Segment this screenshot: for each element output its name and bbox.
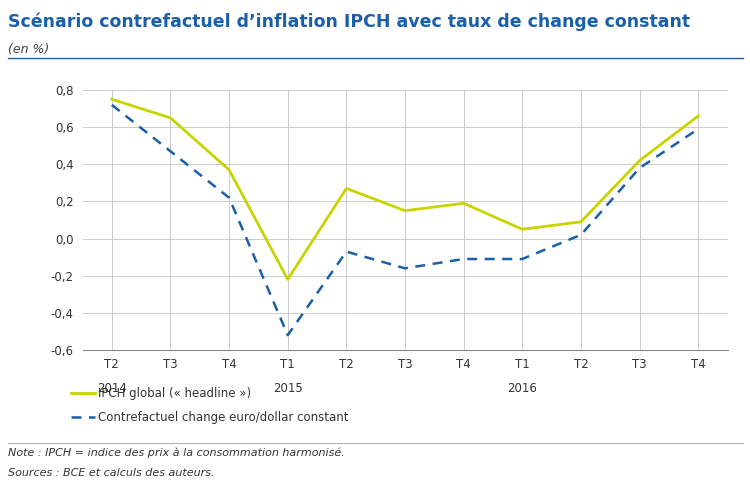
Text: 2015: 2015 [273,382,302,396]
Text: Sources : BCE et calculs des auteurs.: Sources : BCE et calculs des auteurs. [8,468,214,477]
Text: Contrefactuel change euro/dollar constant: Contrefactuel change euro/dollar constan… [98,412,348,424]
Text: Scénario contrefactuel d’inflation IPCH avec taux de change constant: Scénario contrefactuel d’inflation IPCH … [8,12,690,31]
Text: Note : IPCH = indice des prix à la consommation harmonisé.: Note : IPCH = indice des prix à la conso… [8,448,344,458]
Text: IPCH global (« headline »): IPCH global (« headline ») [98,388,250,400]
Text: 2016: 2016 [507,382,537,396]
Text: (en %): (en %) [8,42,49,56]
Text: 2014: 2014 [97,382,127,396]
